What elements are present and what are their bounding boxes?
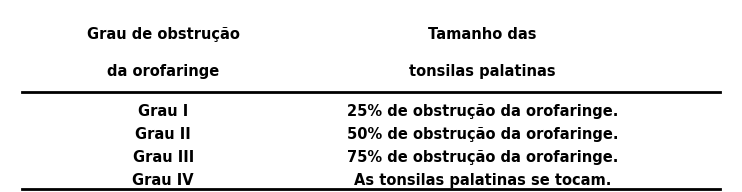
- Text: Tamanho das: Tamanho das: [428, 27, 536, 42]
- Text: tonsilas palatinas: tonsilas palatinas: [409, 64, 556, 79]
- Text: 25% de obstrução da orofaringe.: 25% de obstrução da orofaringe.: [347, 104, 618, 119]
- Text: Grau I: Grau I: [138, 104, 188, 119]
- Text: Grau II: Grau II: [135, 127, 191, 142]
- Text: 75% de obstrução da orofaringe.: 75% de obstrução da orofaringe.: [347, 150, 618, 165]
- Text: Grau de obstrução: Grau de obstrução: [87, 27, 240, 42]
- Text: 50% de obstrução da orofaringe.: 50% de obstrução da orofaringe.: [347, 127, 618, 142]
- Text: As tonsilas palatinas se tocam.: As tonsilas palatinas se tocam.: [354, 173, 611, 188]
- Text: da orofaringe: da orofaringe: [107, 64, 220, 79]
- Text: Grau IV: Grau IV: [132, 173, 194, 188]
- Text: Grau III: Grau III: [133, 150, 194, 165]
